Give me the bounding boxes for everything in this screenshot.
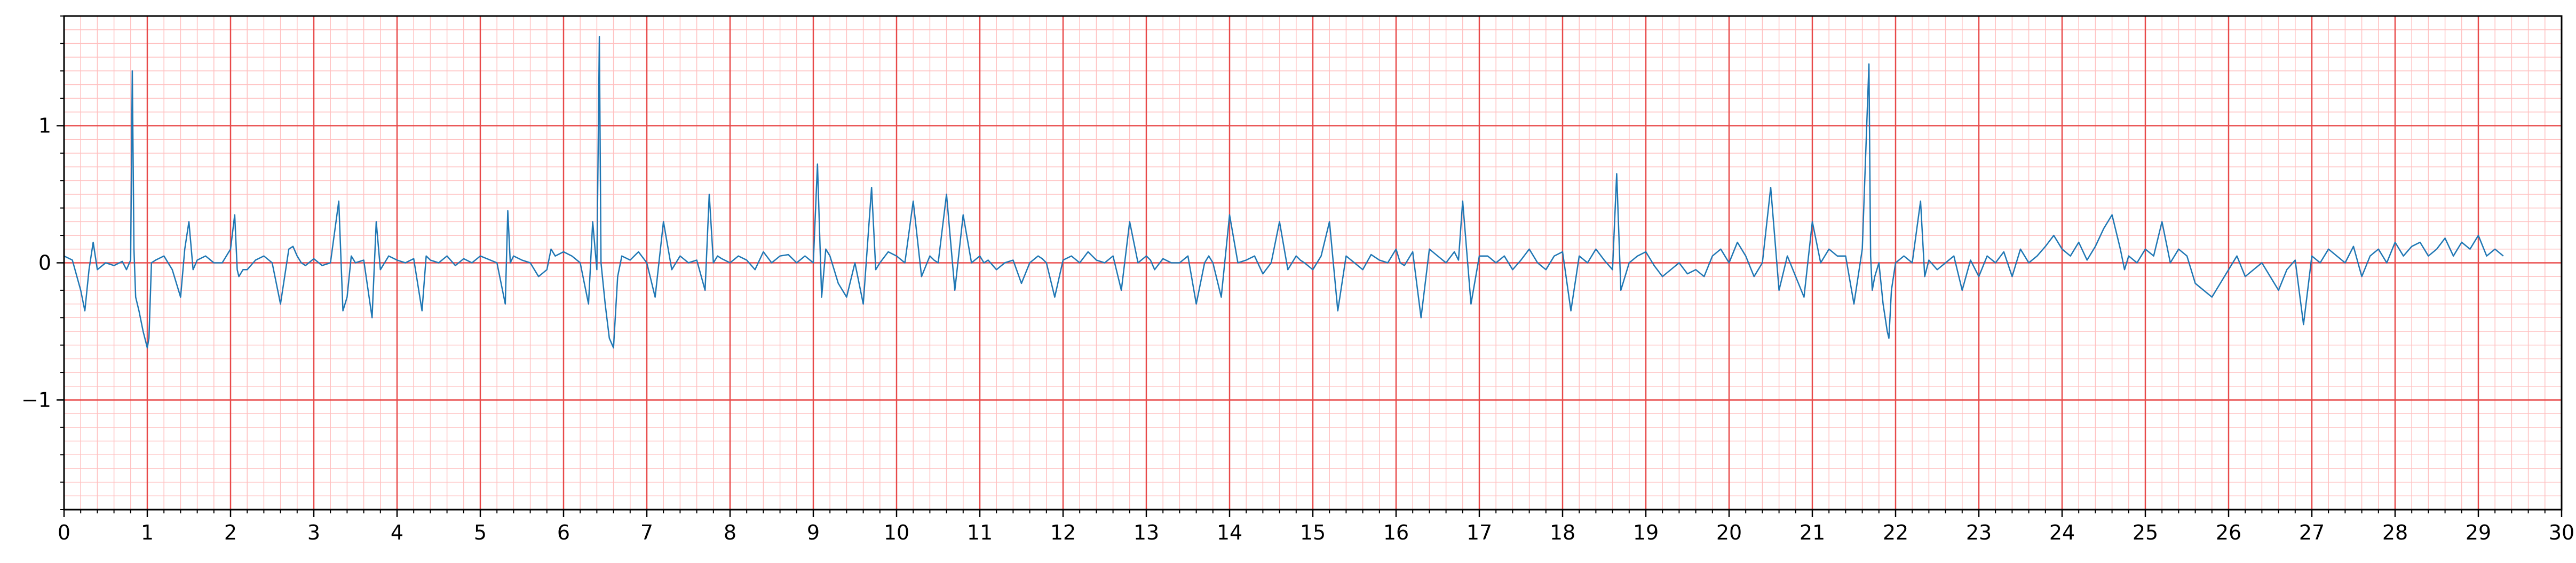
x-axis-ticks: 0 1 2 3 4 5 6 7 8 9 10 11 12 13 14 15 16 17 18 19 20 21 22 23 24… xyxy=(58,510,2574,544)
x-tick-label: 19 xyxy=(1633,521,1659,544)
x-tick-label: 22 xyxy=(1883,521,1908,544)
y-tick-label: 0 xyxy=(38,251,51,275)
x-tick-label: 30 xyxy=(2549,521,2574,544)
x-tick-label: 8 xyxy=(724,521,736,544)
x-tick-label: 11 xyxy=(967,521,993,544)
x-tick-label: 15 xyxy=(1300,521,1326,544)
x-tick-label: 18 xyxy=(1550,521,1575,544)
x-tick-label: 12 xyxy=(1050,521,1076,544)
x-tick-label: 2 xyxy=(224,521,237,544)
y-axis-ticks: −1 0 1 xyxy=(21,15,64,510)
x-tick-label: 16 xyxy=(1383,521,1409,544)
y-tick-label: 1 xyxy=(38,114,51,138)
x-tick-label: 3 xyxy=(307,521,320,544)
x-tick-label: 6 xyxy=(557,521,570,544)
x-tick-label: 28 xyxy=(2382,521,2408,544)
x-tick-label: 29 xyxy=(2466,521,2491,544)
x-tick-label: 4 xyxy=(391,521,403,544)
x-tick-label: 1 xyxy=(141,521,154,544)
x-tick-label: 10 xyxy=(884,521,909,544)
series-line-ecg xyxy=(64,36,2504,349)
series-layer xyxy=(64,36,2504,349)
y-tick-label: −1 xyxy=(21,388,51,411)
x-tick-label: 5 xyxy=(474,521,487,544)
x-tick-label: 23 xyxy=(1966,521,1992,544)
x-tick-label: 13 xyxy=(1134,521,1159,544)
x-tick-label: 21 xyxy=(1800,521,1825,544)
x-tick-label: 7 xyxy=(640,521,653,544)
x-tick-label: 14 xyxy=(1217,521,1242,544)
x-tick-label: 9 xyxy=(807,521,820,544)
x-tick-label: 20 xyxy=(1716,521,1742,544)
x-tick-label: 24 xyxy=(2049,521,2075,544)
x-tick-label: 17 xyxy=(1467,521,1492,544)
x-tick-label: 25 xyxy=(2133,521,2158,544)
x-tick-label: 0 xyxy=(58,521,70,544)
x-tick-label: 26 xyxy=(2216,521,2241,544)
x-tick-label: 27 xyxy=(2299,521,2325,544)
